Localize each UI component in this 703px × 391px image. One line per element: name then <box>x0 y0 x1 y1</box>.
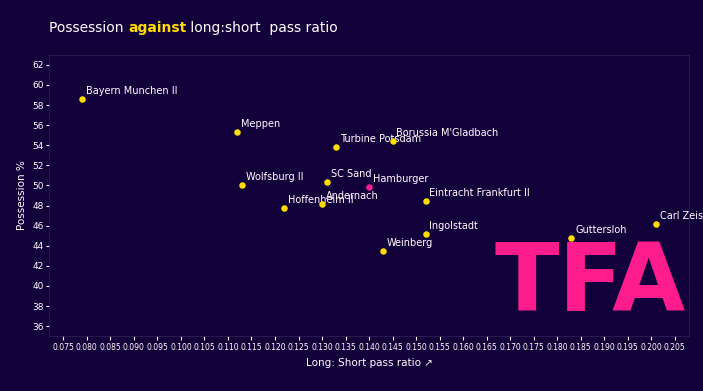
Point <box>420 197 431 204</box>
Text: against: against <box>128 21 186 35</box>
Point <box>566 235 577 241</box>
Text: Weinberg: Weinberg <box>387 238 433 248</box>
Point <box>420 231 431 237</box>
Point <box>650 221 662 227</box>
Text: TFA: TFA <box>494 239 685 331</box>
Text: Bayern Munchen II: Bayern Munchen II <box>86 86 177 96</box>
Point <box>236 182 247 188</box>
Text: long:short  pass ratio: long:short pass ratio <box>186 21 338 35</box>
Text: Ingolstadt: Ingolstadt <box>430 221 478 231</box>
Point <box>77 96 88 102</box>
Text: Turbine Potsdam: Turbine Potsdam <box>340 134 421 144</box>
Text: Carl Zeiss Jena: Carl Zeiss Jena <box>660 211 703 221</box>
X-axis label: Long: Short pass ratio ↗: Long: Short pass ratio ↗ <box>306 358 432 368</box>
Text: Eintracht Frankfurt II: Eintracht Frankfurt II <box>430 188 530 197</box>
Text: Hoffenheim II: Hoffenheim II <box>288 195 354 204</box>
Text: Guttersloh: Guttersloh <box>575 225 626 235</box>
Point <box>363 184 375 190</box>
Point <box>321 179 333 186</box>
Y-axis label: Possession %: Possession % <box>17 161 27 230</box>
Point <box>378 248 389 254</box>
Point <box>232 129 243 135</box>
Point <box>330 144 342 151</box>
Point <box>279 204 290 211</box>
Text: Andernach: Andernach <box>325 190 378 201</box>
Point <box>387 138 398 144</box>
Text: Wolfsburg II: Wolfsburg II <box>246 172 303 183</box>
Text: Possession: Possession <box>49 21 128 35</box>
Text: Borussia M'Gladbach: Borussia M'Gladbach <box>396 128 498 138</box>
Point <box>316 201 328 207</box>
Text: Hamburger: Hamburger <box>373 174 428 185</box>
Text: SC Sand: SC Sand <box>330 169 371 179</box>
Text: Meppen: Meppen <box>241 119 280 129</box>
